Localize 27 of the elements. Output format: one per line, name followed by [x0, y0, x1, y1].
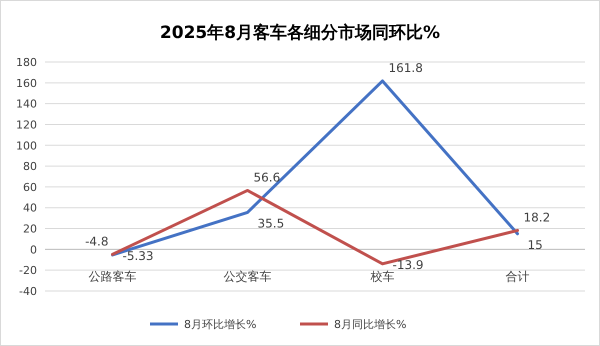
y-tick-label: 60 [23, 180, 37, 194]
y-tick-label: 80 [23, 160, 37, 174]
y-tick-label: 120 [16, 118, 37, 132]
y-tick-label: 100 [16, 139, 37, 152]
legend-label: 8月环比增长% [184, 318, 256, 331]
data-label: -4.8 [85, 234, 108, 248]
y-tick-label: 20 [23, 222, 37, 236]
data-label: 15 [528, 238, 543, 252]
x-tick-label: 合计 [506, 269, 530, 284]
data-label: 161.8 [388, 60, 423, 75]
chart-title: 2025年8月客车各细分市场同环比% [160, 23, 440, 43]
y-tick-label: 140 [16, 98, 37, 111]
legend-label: 8月同比增长% [334, 318, 406, 331]
y-tick-label: -20 [19, 264, 37, 278]
x-tick-label: 公路客车 [88, 269, 136, 284]
y-tick-label: 180 [16, 56, 37, 69]
data-label: -13.9 [392, 258, 424, 272]
data-label: 56.6 [254, 170, 280, 184]
data-label: -5.33 [122, 248, 154, 263]
x-tick-label: 公交客车 [224, 269, 272, 284]
y-tick-label: 40 [23, 202, 37, 215]
y-tick-label: 0 [30, 243, 37, 256]
data-label: 35.5 [258, 216, 284, 230]
y-tick-label: 160 [16, 76, 37, 90]
y-tick-label: -40 [19, 285, 37, 298]
x-tick-label: 校车 [370, 269, 394, 284]
data-label: 18.2 [524, 210, 550, 224]
